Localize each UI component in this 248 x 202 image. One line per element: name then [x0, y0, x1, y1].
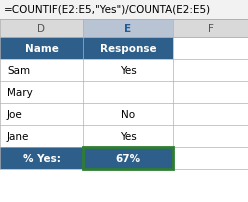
Text: Response: Response: [100, 44, 156, 54]
Bar: [0, 60, 83, 82]
Text: =COUNTIF(E2:E5,"Yes")/COUNTA(E2:E5): =COUNTIF(E2:E5,"Yes")/COUNTA(E2:E5): [4, 5, 211, 15]
Bar: [173, 82, 248, 103]
Bar: [173, 147, 248, 169]
Text: Mary: Mary: [7, 87, 33, 98]
Bar: [83, 38, 173, 60]
Bar: [0, 125, 83, 147]
Bar: [0, 103, 83, 125]
Bar: [173, 20, 248, 38]
Bar: [0, 0, 248, 20]
Bar: [173, 103, 248, 125]
Bar: [0, 20, 83, 38]
Text: % Yes:: % Yes:: [23, 153, 61, 163]
Bar: [173, 60, 248, 82]
Bar: [0, 38, 83, 60]
Bar: [83, 103, 173, 125]
Text: E: E: [124, 24, 131, 34]
Text: No: No: [121, 109, 135, 119]
Bar: [0, 82, 83, 103]
Bar: [83, 147, 173, 169]
Text: Yes: Yes: [120, 131, 136, 141]
Bar: [83, 82, 173, 103]
Bar: [173, 38, 248, 60]
Text: Sam: Sam: [7, 66, 30, 76]
Bar: [173, 125, 248, 147]
Text: Name: Name: [25, 44, 59, 54]
Text: F: F: [208, 24, 214, 34]
Bar: [0, 147, 83, 169]
Text: Jane: Jane: [7, 131, 29, 141]
Text: 67%: 67%: [115, 153, 141, 163]
Bar: [83, 60, 173, 82]
Bar: [83, 125, 173, 147]
Bar: [83, 147, 173, 169]
Bar: [83, 20, 173, 38]
Text: Joe: Joe: [7, 109, 23, 119]
Text: Yes: Yes: [120, 66, 136, 76]
Text: D: D: [37, 24, 45, 34]
